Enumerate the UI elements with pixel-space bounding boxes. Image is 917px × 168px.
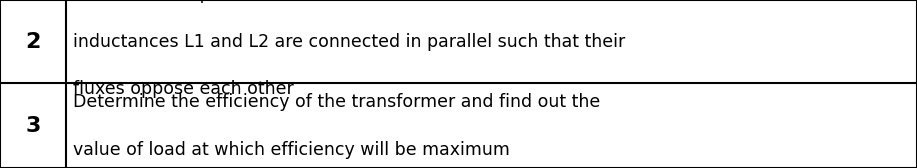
Text: Determine the efficiency of the transformer and find out the: Determine the efficiency of the transfor… [73, 93, 601, 111]
Text: 3: 3 [26, 116, 40, 136]
Text: fluxes oppose each other: fluxes oppose each other [73, 80, 294, 98]
Text: 2: 2 [26, 32, 40, 52]
Text: Find out the equivalent inductance for the combination when: Find out the equivalent inductance for t… [73, 0, 607, 3]
Text: value of load at which efficiency will be maximum: value of load at which efficiency will b… [73, 140, 510, 159]
Text: inductances L1 and L2 are connected in parallel such that their: inductances L1 and L2 are connected in p… [73, 33, 625, 51]
